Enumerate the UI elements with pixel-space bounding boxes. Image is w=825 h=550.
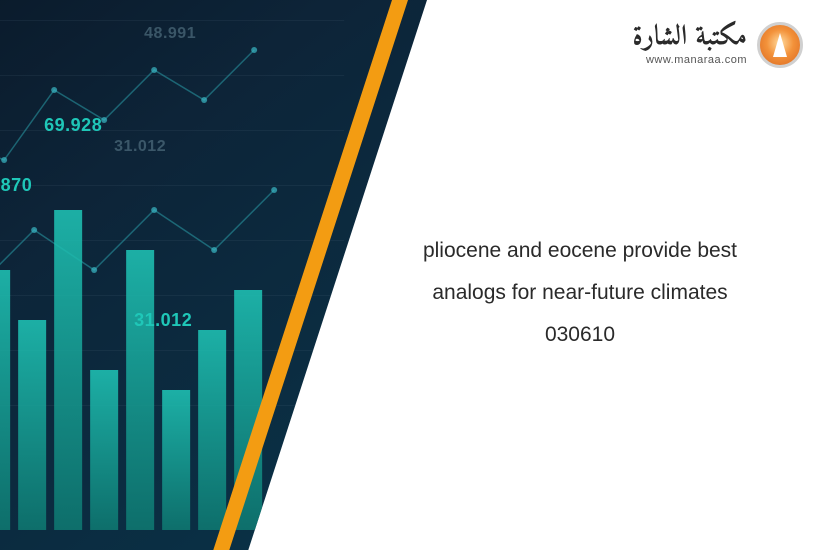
brand-url: www.manaraa.com bbox=[632, 54, 747, 66]
content-line-3: 030610 bbox=[375, 314, 785, 356]
chart-data-label: 31.012 bbox=[134, 310, 192, 331]
brand-logo-text: مكتبة الشارة www.manaraa.com bbox=[632, 24, 747, 66]
content-line-2: analogs for near-future climates bbox=[375, 272, 785, 314]
chart-grid-line bbox=[0, 20, 344, 21]
chart-bar bbox=[126, 250, 154, 530]
chart-bar bbox=[0, 270, 10, 530]
chart-bar bbox=[90, 370, 118, 530]
chart-grid-line bbox=[0, 75, 344, 76]
chart-data-label: 48.991 bbox=[144, 25, 196, 43]
content-line-1: pliocene and eocene provide best bbox=[375, 230, 785, 272]
chart-bar bbox=[198, 330, 226, 530]
chart-data-label: 44.870 bbox=[0, 175, 32, 196]
chart-panel-inner: 77226.41744.87069.92831.01231.01226.4174… bbox=[0, 0, 344, 550]
chart-bar bbox=[18, 320, 46, 530]
chart-bar bbox=[54, 210, 82, 530]
chart-data-label: 31.012 bbox=[114, 138, 166, 156]
chart-data-label: 69.928 bbox=[44, 115, 102, 136]
brand-badge-lighthouse-icon bbox=[773, 33, 787, 57]
brand-badge-icon bbox=[757, 22, 803, 68]
brand-logo-block: مكتبة الشارة www.manaraa.com bbox=[632, 22, 803, 68]
content-text-block: pliocene and eocene provide best analogs… bbox=[375, 230, 785, 356]
brand-arabic-name: مكتبة الشارة bbox=[632, 24, 747, 52]
chart-bar bbox=[162, 390, 190, 530]
